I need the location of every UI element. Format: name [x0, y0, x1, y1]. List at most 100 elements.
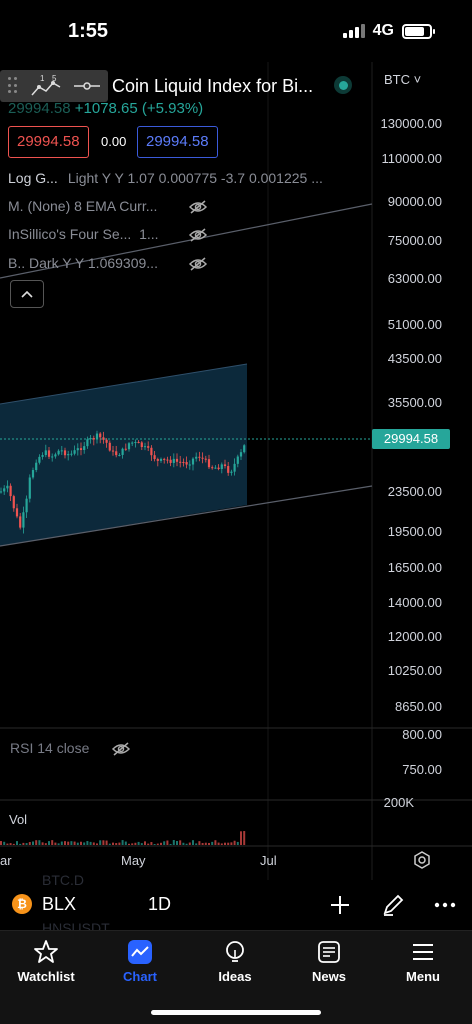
tab-menu[interactable]: Menu	[383, 939, 463, 984]
volume-bar	[54, 842, 57, 845]
volume-bar	[19, 843, 22, 845]
candle-body	[9, 485, 12, 497]
line-tool-icon[interactable]	[74, 81, 100, 91]
volume-series	[0, 831, 246, 845]
volume-bar	[48, 841, 50, 845]
volume-bar	[105, 840, 108, 845]
eye-off-icon[interactable]	[188, 199, 208, 215]
price-scale-label: 51000.00	[387, 317, 442, 332]
candle-body	[95, 433, 99, 440]
candle-body	[121, 448, 124, 455]
volume-bar	[112, 842, 114, 845]
network-type: 4G	[372, 22, 394, 39]
volume-label[interactable]: Vol	[9, 812, 28, 827]
volume-bar	[185, 843, 188, 845]
volume-bar	[80, 841, 82, 845]
bottom-tab-bar: Watchlist Chart Ideas News Menu	[0, 930, 472, 1024]
price-scale-label: 130000.00	[380, 116, 442, 131]
tab-chart[interactable]: Chart	[100, 939, 180, 984]
bitcoin-icon: ₿	[12, 894, 32, 914]
candle-body	[175, 458, 179, 462]
volume-bar	[230, 842, 233, 845]
sell-button[interactable]: 29994.58	[8, 126, 89, 158]
volume-bar	[140, 843, 143, 845]
candle-body	[108, 442, 111, 451]
tab-watchlist[interactable]: Watchlist	[6, 939, 86, 984]
candle-body	[44, 450, 47, 456]
chevron-up-icon	[21, 290, 33, 298]
price-scale-label: 90000.00	[387, 194, 442, 209]
candle-body	[156, 459, 159, 461]
price-chart-canvas[interactable]	[0, 62, 472, 882]
drag-handle-icon[interactable]	[8, 77, 18, 95]
more-options-icon[interactable]	[433, 893, 457, 917]
symbol-bar: BTC.D HNSUSDT ₿ BLX 1D	[0, 872, 472, 936]
candle-body	[163, 458, 166, 460]
chart-area[interactable]: 1 5 Coin Liquid Index for Bi... 29994.58…	[0, 62, 472, 882]
plus-icon[interactable]	[328, 893, 352, 917]
svg-text:1: 1	[40, 74, 45, 83]
volume-bar	[147, 843, 150, 845]
candle-body	[15, 508, 19, 517]
candle-body	[99, 433, 102, 438]
volume-bar	[102, 840, 105, 845]
time-label: ar	[0, 853, 12, 868]
candle-body	[217, 467, 220, 470]
chart-settings-icon[interactable]	[413, 851, 431, 869]
candle-body	[38, 456, 41, 463]
ghost-symbol-above: BTC.D	[42, 872, 84, 888]
symbol-button[interactable]: BLX	[42, 894, 77, 914]
eye-off-icon[interactable]	[188, 256, 208, 272]
price-scale-label: 19500.00	[387, 524, 442, 539]
volume-bar	[236, 841, 239, 845]
floating-toolbar[interactable]: 1 5	[0, 70, 108, 102]
price-scale-label: 75000.00	[387, 233, 442, 248]
volume-bar	[153, 843, 156, 845]
symbol-title[interactable]: Coin Liquid Index for Bi...	[112, 75, 314, 96]
price-scale-label: 23500.00	[387, 484, 442, 499]
tab-ideas[interactable]: Ideas	[195, 939, 275, 984]
candle-body	[172, 458, 175, 463]
price-scale-label: 8650.00	[395, 699, 442, 714]
star-icon	[34, 940, 58, 963]
candle-body	[227, 466, 230, 473]
rsi-scale-label: 750.00	[402, 762, 442, 777]
volume-bar	[96, 843, 98, 845]
candle-body	[153, 455, 156, 460]
interval-button[interactable]: 1D	[148, 894, 172, 914]
drawing-pen-icon[interactable]	[381, 893, 405, 917]
volume-bar	[64, 841, 66, 845]
volume-bar	[179, 840, 182, 845]
price-scale-label: 43500.00	[387, 351, 442, 366]
volume-bar	[156, 843, 159, 845]
eye-off-icon[interactable]	[111, 741, 131, 757]
candle-body	[67, 454, 70, 456]
buy-button[interactable]: 29994.58	[137, 126, 218, 158]
candle-body	[22, 512, 25, 528]
candle-body	[124, 448, 127, 450]
indicator-line-icon[interactable]: 1 5	[30, 73, 62, 99]
candle-body	[243, 445, 246, 453]
tab-news[interactable]: News	[289, 939, 369, 984]
collapse-legend-button[interactable]	[10, 280, 44, 308]
volume-bar	[220, 843, 223, 845]
indicator-ema[interactable]: M. (None) 8 EMA Curr...	[8, 198, 158, 214]
indicator-insillico[interactable]: InSillico's Four Se... 1...	[8, 226, 159, 242]
volume-bar	[32, 841, 34, 845]
volume-bar	[176, 840, 178, 845]
volume-bar	[134, 842, 137, 845]
rsi-label[interactable]: RSI 14 close	[10, 740, 90, 756]
candle-body	[204, 458, 207, 460]
indicator-log-growth[interactable]: Log G... Light Y Y 1.07 0.000775 -3.7 0.0…	[8, 170, 323, 186]
axis-symbol-selector[interactable]: BTC ˅	[384, 72, 422, 87]
legend-symbol-row[interactable]: 1 5 Coin Liquid Index for Bi...	[0, 70, 313, 102]
eye-off-icon[interactable]	[188, 227, 208, 243]
candle-body	[25, 498, 28, 513]
volume-bar	[204, 842, 207, 845]
home-indicator	[151, 1010, 321, 1015]
indicator-dark[interactable]: B.. Dark Y Y 1.069309...	[8, 255, 158, 271]
candle-body	[137, 442, 140, 444]
volume-bar	[137, 841, 140, 845]
volume-bar	[160, 842, 162, 845]
candle-body	[233, 463, 236, 472]
